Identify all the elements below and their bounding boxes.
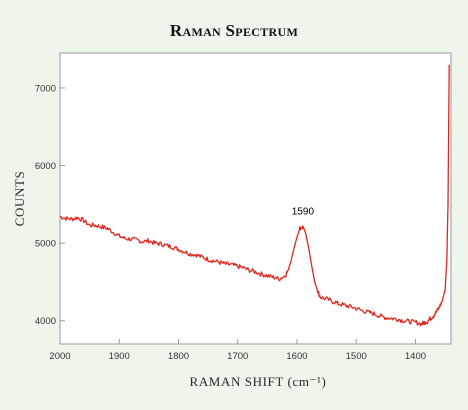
y-axis-ticks: 4000 5000 6000 7000: [35, 83, 65, 327]
x-axis-label: RAMAN SHIFT (cm⁻¹): [190, 374, 327, 389]
series-line-spectrum: [59, 64, 450, 327]
y-tick-label: 7000: [35, 83, 56, 94]
y-axis-label: COUNTS: [12, 171, 27, 227]
chart-title: Raman Spectrum: [170, 21, 298, 40]
x-tick-label: 1600: [286, 351, 307, 362]
annotation-peak-label: 1590: [292, 207, 315, 218]
x-tick-label: 1900: [109, 351, 130, 362]
x-tick-label: 1400: [405, 351, 426, 362]
y-tick-label: 6000: [35, 161, 56, 172]
x-tick-label: 1500: [346, 351, 367, 362]
x-tick-label: 1700: [227, 351, 248, 362]
x-tick-label: 1800: [168, 351, 189, 362]
y-tick-label: 4000: [35, 316, 56, 327]
x-tick-label: 2000: [49, 351, 70, 362]
y-tick-label: 5000: [35, 239, 56, 250]
plot-area: [59, 52, 452, 345]
x-axis-ticks: 2000 1900 1800 1700 1600 1500 1400: [49, 339, 426, 362]
